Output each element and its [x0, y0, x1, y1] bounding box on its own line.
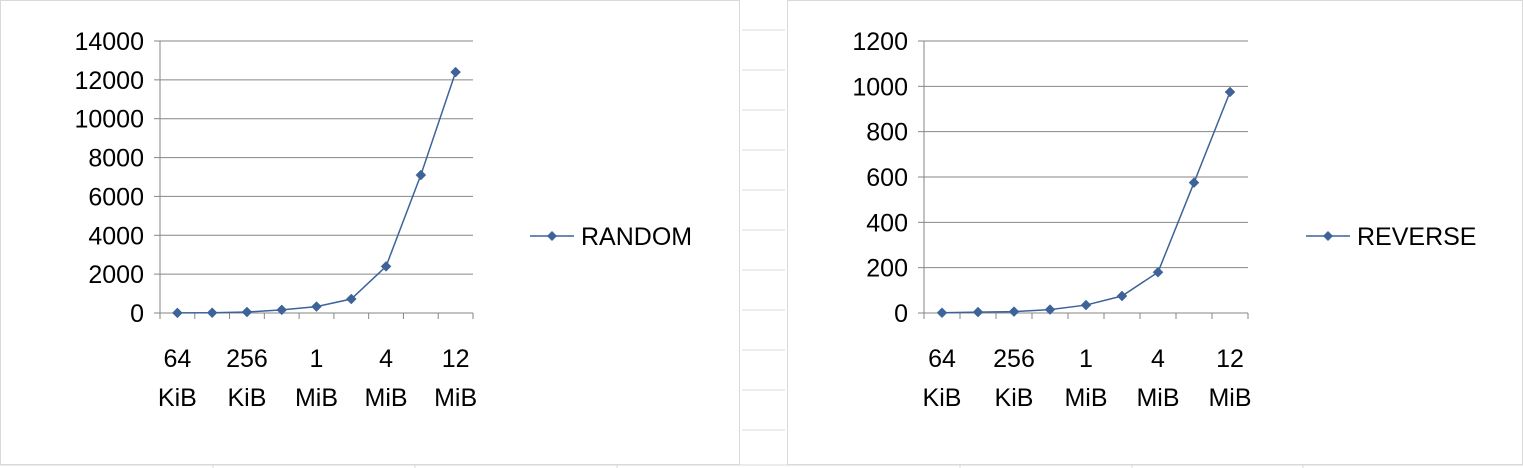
legend-marker [1323, 231, 1333, 241]
x-tick-label: 4 [1151, 345, 1165, 373]
chart-panel-reverse[interactable]: 0 200 400 600 800 1000 1200 64 KiB 256 KiB 1 MiB 4 MiB… [787, 0, 1523, 465]
data-point-marker[interactable] [172, 307, 183, 319]
data-point-marker[interactable] [241, 306, 253, 318]
x-tick-label-unit: MiB [434, 384, 477, 412]
y-tick-label: 4000 [88, 222, 144, 250]
y-tick-label: 2000 [88, 261, 144, 289]
y-tick-label: 6000 [88, 183, 144, 211]
x-tick-label-unit: MiB [1064, 384, 1107, 412]
x-tick-label: 64 [163, 345, 191, 373]
y-tick-label: 800 [866, 119, 908, 147]
legend-label[interactable]: REVERSE [1357, 223, 1476, 251]
chart-area-border [0, 0, 740, 465]
data-point-marker[interactable] [1224, 86, 1236, 98]
data-point-marker[interactable] [450, 66, 461, 78]
x-tick-label-unit: MiB [1136, 384, 1179, 412]
x-tick-label-unit: MiB [295, 384, 338, 412]
y-tick-label: 1200 [852, 28, 908, 56]
x-tick-label-unit: MiB [1208, 384, 1251, 412]
x-tick-label-unit: KiB [227, 384, 266, 412]
legend-label[interactable]: RANDOM [581, 223, 692, 251]
x-tick-label: 4 [379, 345, 393, 373]
x-tick-label: 256 [226, 345, 268, 373]
y-tick-label: 0 [894, 300, 908, 328]
data-point-marker[interactable] [972, 306, 984, 318]
x-tick-label: 12 [442, 345, 470, 373]
x-tick-label-unit: KiB [923, 384, 962, 412]
data-point-marker[interactable] [415, 169, 427, 181]
y-tick-label: 600 [866, 164, 908, 192]
y-tick-label: 400 [866, 209, 908, 237]
x-tick-label-unit: KiB [158, 384, 197, 412]
y-tick-label: 1000 [852, 73, 908, 101]
y-tick-label: 14000 [74, 28, 144, 56]
data-point-marker[interactable] [206, 307, 218, 319]
data-point-marker[interactable] [380, 261, 392, 272]
y-tick-label: 10000 [74, 106, 144, 134]
y-tick-label: 0 [130, 300, 144, 328]
x-tick-label: 1 [310, 345, 324, 373]
x-tick-label: 12 [1216, 345, 1244, 373]
data-point-marker[interactable] [1188, 177, 1200, 189]
chart-panel-random[interactable]: 0 2000 4000 6000 8000 10000 12000 14000 64 KiB 256… [0, 0, 740, 465]
legend-marker [547, 231, 557, 241]
x-tick-label-unit: KiB [995, 384, 1034, 412]
x-tick-label-unit: MiB [365, 384, 408, 412]
data-point-marker[interactable] [1044, 304, 1056, 315]
data-point-marker[interactable] [1116, 290, 1128, 302]
chart-area-border [787, 0, 1523, 465]
x-tick-label: 64 [928, 345, 956, 373]
y-tick-label: 200 [866, 255, 908, 283]
data-point-marker[interactable] [345, 293, 357, 305]
data-point-marker[interactable] [1152, 266, 1164, 278]
data-point-marker[interactable] [936, 307, 948, 319]
y-tick-label: 8000 [88, 145, 144, 173]
data-point-marker[interactable] [311, 301, 322, 312]
x-tick-label: 1 [1079, 345, 1093, 373]
data-point-marker[interactable] [1008, 306, 1020, 317]
data-point-marker[interactable] [276, 304, 288, 316]
y-tick-label: 12000 [74, 67, 144, 95]
data-point-marker[interactable] [1080, 299, 1092, 311]
x-tick-label: 256 [993, 345, 1035, 373]
